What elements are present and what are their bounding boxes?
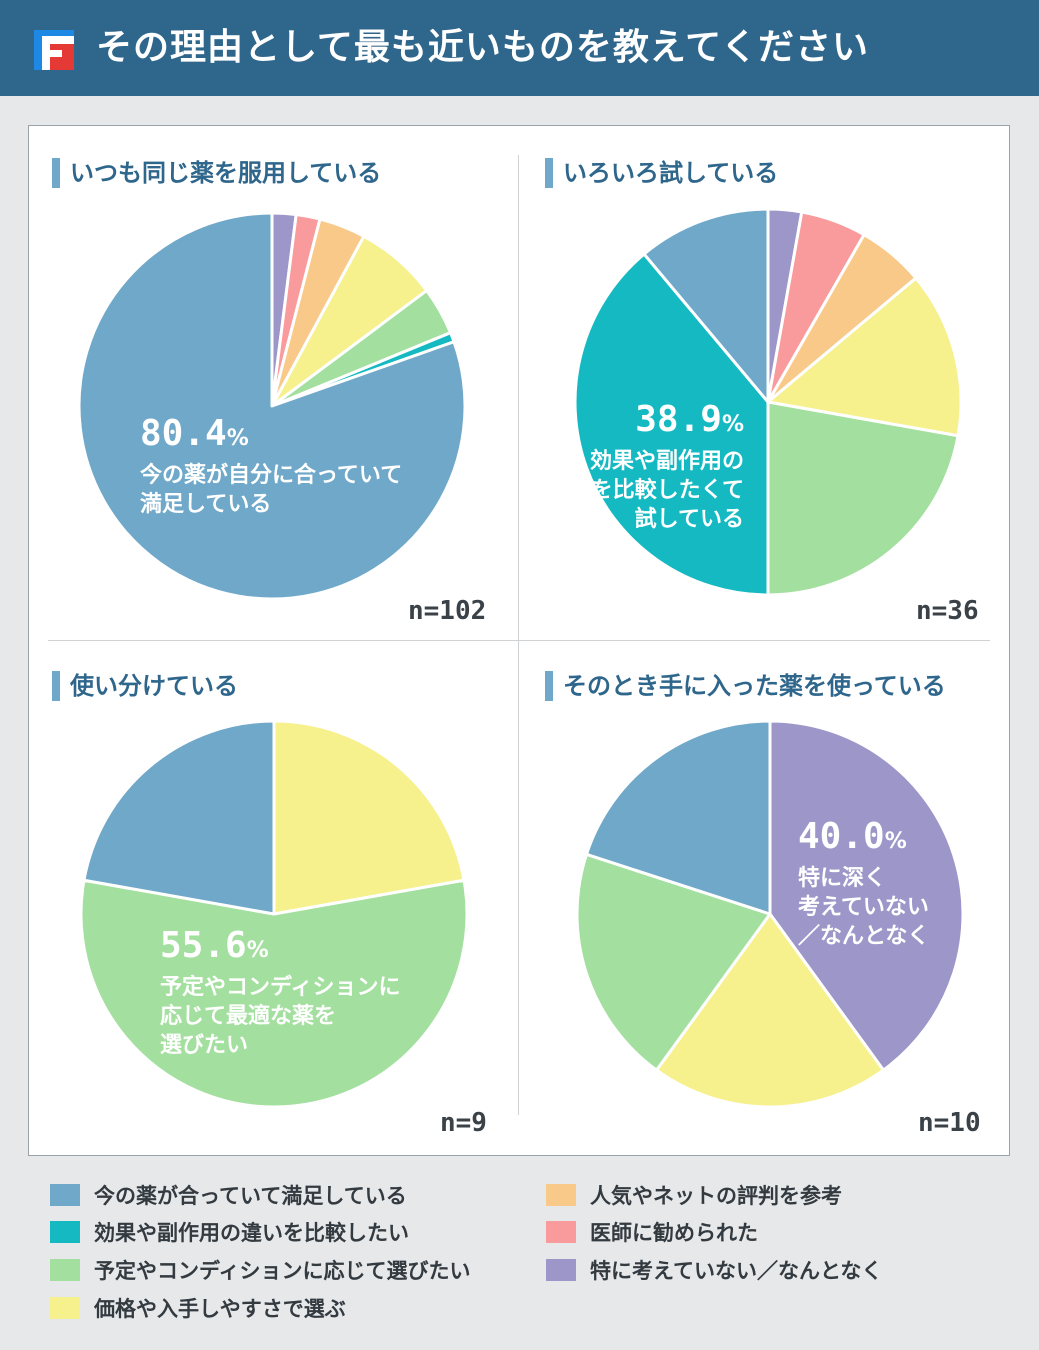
legend-label: 今の薬が合っていて満足している <box>94 1184 407 1208</box>
sample-size-whatever-available: n=10 <box>918 1108 981 1138</box>
highlight-label-try-various: 38.9% 効果や副作用の 違いを比較したくて 試している <box>530 398 744 534</box>
highlight-percent: 55.6% <box>160 925 269 966</box>
highlight-label-use-differently: 55.6% 予定やコンディションに 応じて最適な薬を 選びたい <box>160 924 400 1060</box>
sample-size-same-drug: n=102 <box>408 596 487 626</box>
legend-swatch <box>546 1184 576 1206</box>
legend-item-nothing: 特に考えていない／なんとなく <box>546 1255 882 1285</box>
chart-title-same-drug: いつも同じ薬を服用している <box>52 155 381 191</box>
legend-item-doctor: 医師に勧められた <box>546 1217 758 1247</box>
vertical-divider <box>518 155 519 1115</box>
header-bar: その理由として最も近いものを教えてください <box>0 0 1039 96</box>
legend-item-condition: 予定やコンディションに応じて選びたい <box>50 1255 471 1285</box>
highlight-label-same-drug: 80.4% 今の薬が自分に合っていて 満足している <box>140 412 402 519</box>
legend-label: 医師に勧められた <box>590 1221 758 1245</box>
highlight-percent: 40.0% <box>798 816 907 857</box>
pie-slice-condition <box>79 878 469 1109</box>
legend-swatch <box>50 1184 80 1206</box>
pie-chart-use-differently <box>79 719 469 1109</box>
legend-swatch <box>546 1221 576 1243</box>
pie-slice-satisfied <box>82 719 276 916</box>
horizontal-divider <box>48 640 990 641</box>
legend-label: 人気やネットの評判を参考 <box>590 1184 842 1208</box>
sample-size-try-various: n=36 <box>916 596 979 626</box>
legend-label: 効果や副作用の違いを比較したい <box>94 1221 409 1245</box>
highlight-desc-line: 効果や副作用の <box>589 449 744 474</box>
legend-swatch <box>50 1259 80 1281</box>
pie-slice-satisfied <box>77 211 467 601</box>
highlight-percent: 80.4% <box>140 413 249 454</box>
pie-chart-try-various <box>573 207 963 597</box>
highlight-desc-line: 応じて最適な薬を <box>160 1004 337 1029</box>
legend-label: 特に考えていない／なんとなく <box>590 1259 883 1283</box>
sample-size-use-differently: n=9 <box>440 1108 487 1138</box>
highlight-desc-line: 今の薬が自分に合っていて <box>140 463 403 488</box>
highlight-desc-line: 考えていない <box>798 895 929 920</box>
highlight-desc-line: 違いを比較したくて <box>546 478 744 503</box>
legend-swatch <box>50 1221 80 1243</box>
pie-slice-compare <box>573 252 770 597</box>
chart-title-try-various: いろいろ試している <box>545 155 778 191</box>
legend-label: 価格や入手しやすさで選ぶ <box>94 1297 346 1321</box>
pie-chart-same-drug <box>77 211 467 601</box>
legend-item-price: 価格や入手しやすさで選ぶ <box>50 1293 346 1323</box>
chart-title-whatever-available: そのとき手に入った薬を使っている <box>545 668 946 704</box>
pie-slice-condition <box>575 852 772 1072</box>
pie-slice-price <box>272 719 466 916</box>
legend-item-compare: 効果や副作用の違いを比較したい <box>50 1217 409 1247</box>
pie-chart-whatever-available <box>575 719 965 1109</box>
pie-slice-price <box>655 912 885 1109</box>
pie-slice-nothing <box>768 719 965 1072</box>
pie-slice-satisfied <box>642 207 770 404</box>
legend-item-satisfied: 今の薬が合っていて満足している <box>50 1180 407 1210</box>
highlight-desc-line: 予定やコンディションに <box>160 975 401 1000</box>
highlight-percent: 38.9% <box>635 399 744 440</box>
highlight-label-whatever-available: 40.0% 特に深く 考えていない ／なんとなく <box>798 815 929 951</box>
page-title: その理由として最も近いものを教えてください <box>96 27 870 68</box>
highlight-desc-line: ／なんとなく <box>798 924 930 949</box>
logo-icon <box>34 30 74 70</box>
pie-slice-satisfied <box>584 719 772 916</box>
pie-slice-condition <box>766 400 960 597</box>
highlight-desc-line: 特に深く <box>798 866 887 891</box>
chart-title-use-differently: 使い分けている <box>52 668 238 704</box>
highlight-desc-line: 満足している <box>140 492 272 517</box>
legend-swatch <box>50 1297 80 1319</box>
legend-label: 予定やコンディションに応じて選びたい <box>94 1259 471 1283</box>
highlight-desc-line: 試している <box>634 507 744 532</box>
pie-slice-price <box>766 276 963 438</box>
highlight-desc-line: 選びたい <box>160 1033 249 1058</box>
legend-swatch <box>546 1259 576 1281</box>
legend-item-reputation: 人気やネットの評判を参考 <box>546 1180 842 1210</box>
